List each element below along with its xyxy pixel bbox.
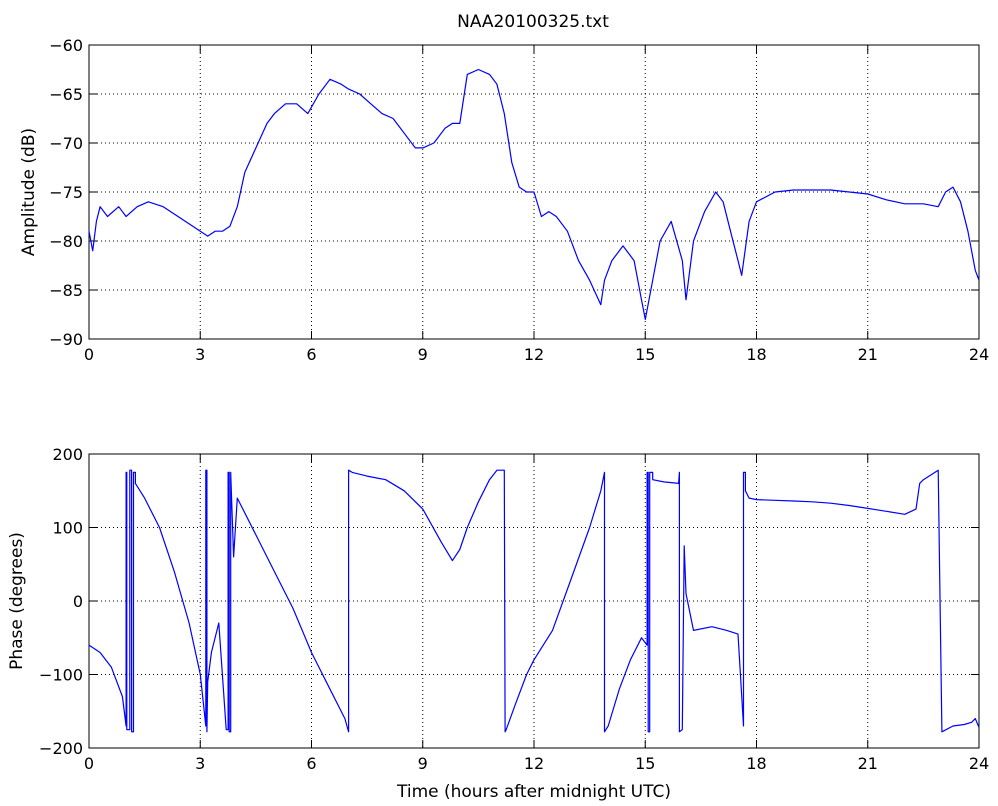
amplitude-x-tick-label: 18 <box>746 345 766 364</box>
amplitude-ticks: 0 3 6 9 12 15 18 21 24 −90 −85 −80 −75 −70 −65 −60 <box>49 36 989 364</box>
amplitude-panel: 0 3 6 9 12 15 18 21 24 −90 −85 −80 −75 −70 −65 −60 Ampl… <box>19 36 989 364</box>
phase-x-tick-label: 24 <box>969 754 989 773</box>
phase-x-tick-label: 6 <box>306 754 316 773</box>
phase-x-tick-label: 9 <box>418 754 428 773</box>
phase-x-tick-label: 18 <box>746 754 766 773</box>
amplitude-y-tick-label: −60 <box>49 36 83 55</box>
phase-y-axis-label: Phase (degrees) <box>7 532 27 670</box>
amplitude-x-tick-label: 3 <box>195 345 205 364</box>
amplitude-series-line <box>88 68 980 320</box>
amplitude-y-tick-label: −70 <box>49 134 83 153</box>
phase-x-axis-label: Time (hours after midnight UTC) <box>396 782 671 802</box>
phase-y-tick-label: 200 <box>52 445 83 464</box>
phase-grid <box>89 454 979 748</box>
phase-y-tick-label: −100 <box>39 666 83 685</box>
amplitude-x-tick-label: 21 <box>858 345 878 364</box>
phase-x-tick-label: 21 <box>858 754 878 773</box>
phase-panel: 0 3 6 9 12 15 18 21 24 −200 −100 0 100 200 Phase (deg… <box>7 445 989 802</box>
amplitude-x-tick-label: 9 <box>418 345 428 364</box>
amplitude-y-tick-label: −90 <box>49 330 83 349</box>
amplitude-x-tick-label: 12 <box>524 345 544 364</box>
amplitude-y-axis-label: Amplitude (dB) <box>19 128 39 256</box>
amplitude-y-tick-label: −80 <box>49 232 83 251</box>
phase-x-tick-label: 12 <box>524 754 544 773</box>
amplitude-y-tick-label: −65 <box>49 85 83 104</box>
phase-x-tick-label: 15 <box>635 754 655 773</box>
amplitude-y-tick-label: −85 <box>49 281 83 300</box>
phase-x-tick-label: 0 <box>84 754 94 773</box>
chart-title: NAA20100325.txt <box>457 12 609 32</box>
phase-y-tick-label: −200 <box>39 739 83 758</box>
amplitude-x-tick-label: 24 <box>969 345 989 364</box>
phase-series-line <box>88 469 980 733</box>
amplitude-x-tick-label: 6 <box>306 345 316 364</box>
amplitude-x-tick-label: 0 <box>84 345 94 364</box>
amplitude-x-tick-label: 15 <box>635 345 655 364</box>
phase-y-tick-label: 0 <box>73 592 83 611</box>
phase-series <box>88 469 980 733</box>
amplitude-series <box>88 68 980 320</box>
phase-y-tick-label: 100 <box>52 519 83 538</box>
amplitude-y-tick-label: −75 <box>49 183 83 202</box>
phase-ticks: 0 3 6 9 12 15 18 21 24 −200 −100 0 100 200 <box>39 445 989 773</box>
phase-x-tick-label: 3 <box>195 754 205 773</box>
